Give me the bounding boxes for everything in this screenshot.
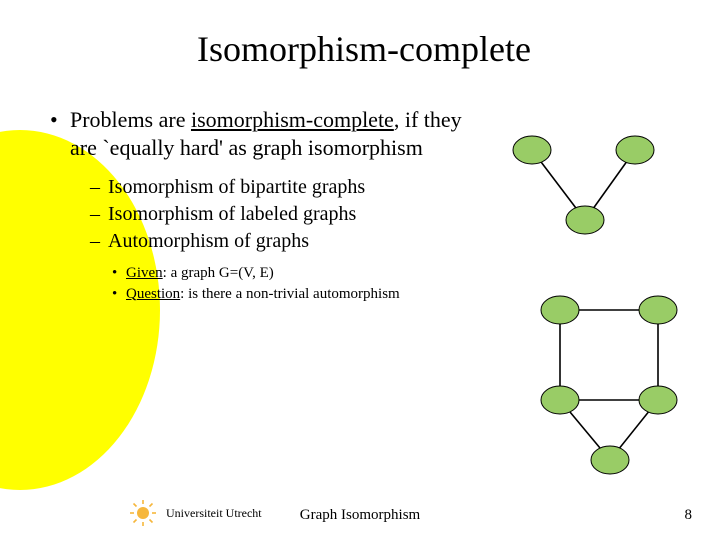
sub-sub-label: Question bbox=[126, 286, 180, 302]
footer-page-number: 8 bbox=[685, 507, 693, 524]
sub-bullet: Automorphism of graphs bbox=[90, 228, 468, 255]
main-bullet-pre: Problems are bbox=[70, 107, 191, 132]
footer-university: Universiteit Utrecht bbox=[166, 506, 262, 521]
sub-bullet: Isomorphism of bipartite graphs bbox=[90, 174, 468, 201]
graph-bottom bbox=[530, 290, 690, 480]
body-column: Problems are isomorphism-complete, if th… bbox=[48, 106, 468, 304]
sub-sub-text: : is there a non-trivial automorphism bbox=[180, 286, 400, 302]
sub-sub-text: : a graph G=(V, E) bbox=[163, 265, 274, 281]
footer-logo: Universiteit Utrecht bbox=[130, 500, 262, 526]
graph-top bbox=[495, 130, 675, 240]
main-bullet-underlined: isomorphism-complete bbox=[191, 107, 394, 132]
sub-sub-label: Given bbox=[126, 265, 163, 281]
sub-sub-item: Question: is there a non-trivial automor… bbox=[112, 284, 468, 304]
sub-sub-list: Given: a graph G=(V, E) Question: is the… bbox=[48, 263, 468, 304]
main-bullet: Problems are isomorphism-complete, if th… bbox=[48, 106, 468, 162]
footer-center-text: Graph Isomorphism bbox=[0, 507, 720, 524]
sun-icon bbox=[130, 500, 156, 526]
sub-bullet: Isomorphism of labeled graphs bbox=[90, 201, 468, 228]
sub-sub-item: Given: a graph G=(V, E) bbox=[112, 263, 468, 283]
slide-title: Isomorphism-complete bbox=[48, 28, 680, 70]
sub-bullet-list: Isomorphism of bipartite graphs Isomorph… bbox=[48, 174, 468, 255]
